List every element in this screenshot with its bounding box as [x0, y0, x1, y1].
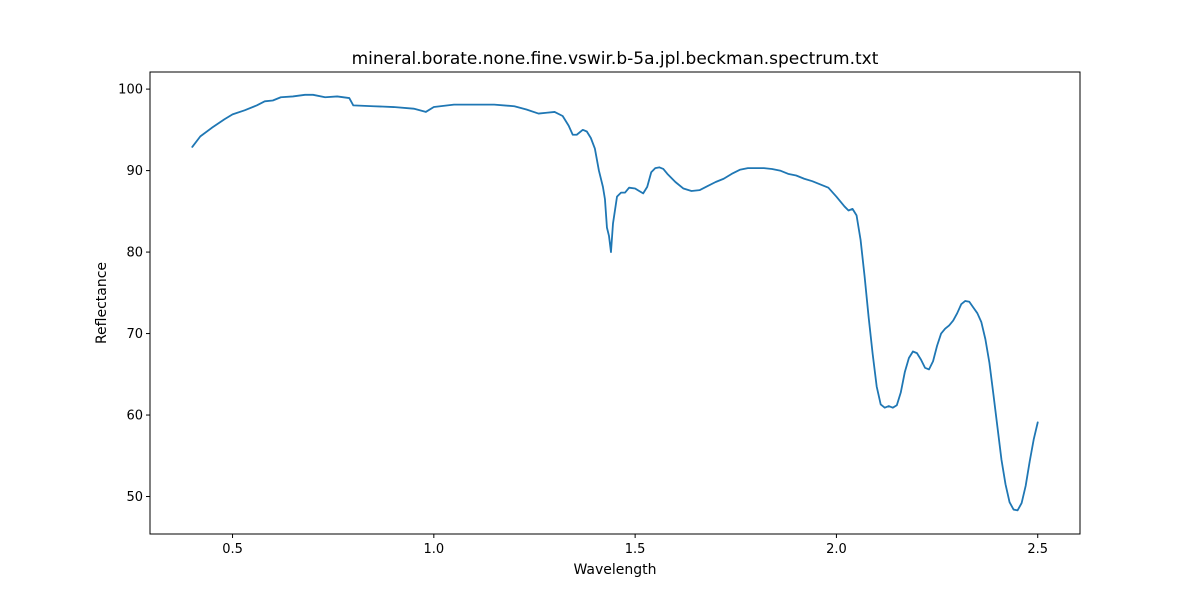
x-tick-label: 1.5	[625, 542, 646, 557]
y-tick-label: 90	[126, 164, 143, 179]
chart-title: mineral.borate.none.fine.vswir.b-5a.jpl.…	[352, 49, 879, 69]
x-axis-label: Wavelength	[573, 562, 656, 578]
x-tick-label: 1.0	[423, 542, 444, 557]
y-tick-label: 50	[126, 490, 143, 505]
series-layer	[191, 93, 1039, 512]
y-axis-label: Reflectance	[94, 262, 110, 344]
y-axis-ticks: 50 60 70 80 90 100	[118, 83, 150, 505]
y-tick-label: 70	[126, 327, 143, 342]
spectrum-line	[191, 93, 1039, 512]
y-tick-label: 100	[118, 83, 143, 98]
y-tick-label: 60	[126, 409, 143, 424]
y-tick-label: 80	[126, 246, 143, 261]
x-tick-label: 2.5	[1027, 542, 1048, 557]
x-axis-ticks: 0.5 1.0 1.5 2.0 2.5	[222, 534, 1048, 557]
plot-area	[150, 72, 1080, 534]
x-tick-label: 2.0	[826, 542, 847, 557]
x-tick-label: 0.5	[222, 542, 243, 557]
plot-frame	[149, 71, 1081, 535]
